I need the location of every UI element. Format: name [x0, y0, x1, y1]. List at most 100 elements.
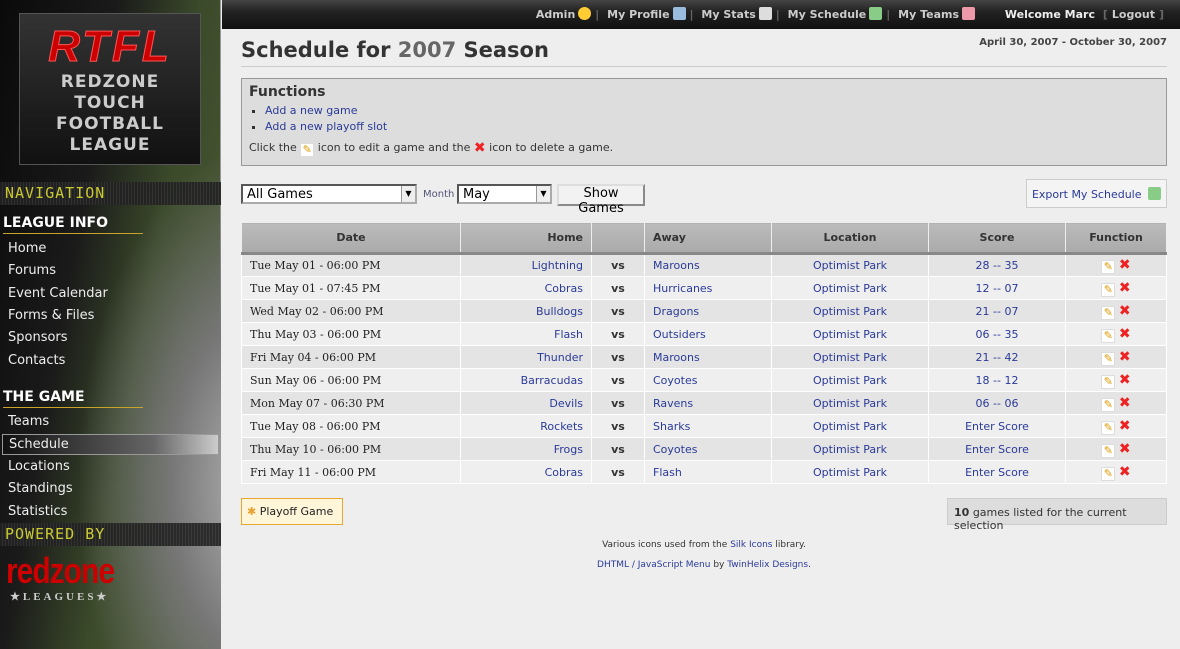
nav-schedule[interactable]: Schedule [2, 434, 219, 455]
add-playoff-slot-link[interactable]: Add a new playoff slot [265, 120, 388, 133]
away-team-link[interactable]: Sharks [644, 414, 772, 438]
dhtml-menu-link[interactable]: DHTML / JavaScript Menu [597, 560, 711, 570]
month-select[interactable]: May ▼ [457, 184, 552, 204]
playoff-game-button[interactable]: ✱ Playoff Game [241, 498, 343, 525]
home-team-link[interactable]: Frogs [460, 437, 592, 461]
edit-pencil-icon[interactable]: ✎ [1101, 351, 1116, 366]
logo-line: FOOTBALL [56, 114, 164, 134]
score-link[interactable]: Enter Score [928, 460, 1066, 484]
away-team-link[interactable]: Ravens [644, 391, 772, 415]
home-team-link[interactable]: Cobras [460, 460, 592, 484]
location-link[interactable]: Optimist Park [771, 299, 929, 323]
location-link[interactable]: Optimist Park [771, 460, 929, 484]
my-profile-link[interactable]: My Profile [607, 8, 670, 21]
games-filter-select[interactable]: All Games ▼ [241, 184, 417, 204]
delete-icon[interactable]: ✖ [1118, 257, 1131, 273]
month-label: Month [423, 189, 455, 200]
edit-pencil-icon[interactable]: ✎ [1101, 282, 1116, 297]
my-stats-link[interactable]: My Stats [701, 8, 756, 21]
silk-icons-link[interactable]: Silk Icons [730, 540, 773, 550]
location-link[interactable]: Optimist Park [771, 276, 929, 300]
score-link[interactable]: Enter Score [928, 437, 1066, 461]
league-logo[interactable]: RTFL REDZONE TOUCH FOOTBALL LEAGUE [19, 13, 201, 165]
home-team-link[interactable]: Devils [460, 391, 592, 415]
nav-contacts[interactable]: Contacts [8, 353, 66, 368]
admin-link[interactable]: Admin [535, 8, 576, 21]
redzone-logo[interactable]: redzone [6, 551, 115, 592]
delete-icon[interactable]: ✖ [1118, 371, 1131, 388]
delete-icon[interactable]: ✖ [1118, 325, 1131, 342]
away-team-link[interactable]: Hurricanes [644, 276, 772, 300]
twinhelix-link[interactable]: TwinHelix Designs [727, 560, 809, 570]
nav-statistics[interactable]: Statistics [8, 504, 68, 519]
away-team-link[interactable]: Coyotes [644, 368, 772, 392]
home-team-link[interactable]: Bulldogs [460, 299, 592, 323]
nav-forms-files[interactable]: Forms & Files [8, 308, 95, 323]
location-link[interactable]: Optimist Park [771, 345, 929, 369]
nav-sponsors[interactable]: Sponsors [8, 330, 68, 345]
col-home[interactable]: Home [460, 222, 592, 255]
show-games-button[interactable]: Show Games [557, 184, 645, 216]
location-link[interactable]: Optimist Park [771, 437, 929, 461]
edit-pencil-icon[interactable]: ✎ [1101, 397, 1116, 412]
home-team-link[interactable]: Thunder [460, 345, 592, 369]
col-date[interactable]: Date [241, 222, 461, 255]
score-link[interactable]: 28 -- 35 [928, 253, 1066, 277]
vs-label: vs [591, 391, 645, 415]
score-link[interactable]: 21 -- 42 [928, 345, 1066, 369]
delete-icon[interactable]: ✖ [1118, 394, 1131, 411]
away-team-link[interactable]: Dragons [644, 299, 772, 323]
score-link[interactable]: 21 -- 07 [928, 299, 1066, 323]
edit-pencil-icon[interactable]: ✎ [1101, 328, 1116, 343]
score-link[interactable]: Enter Score [928, 414, 1066, 438]
col-score[interactable]: Score [928, 222, 1066, 255]
location-link[interactable]: Optimist Park [771, 253, 929, 277]
away-team-link[interactable]: Flash [644, 460, 772, 484]
home-team-link[interactable]: Flash [460, 322, 592, 346]
score-link[interactable]: 12 -- 07 [928, 276, 1066, 300]
home-team-link[interactable]: Barracudas [460, 368, 592, 392]
score-link[interactable]: 06 -- 35 [928, 322, 1066, 346]
logout-link[interactable]: Logout [1111, 8, 1155, 21]
away-team-link[interactable]: Coyotes [644, 437, 772, 461]
col-away[interactable]: Away [644, 222, 772, 255]
nav-teams[interactable]: Teams [8, 414, 50, 429]
edit-pencil-icon[interactable]: ✎ [1101, 466, 1116, 481]
away-team-link[interactable]: Maroons [644, 345, 772, 369]
location-link[interactable]: Optimist Park [771, 414, 929, 438]
delete-icon[interactable]: ✖ [1118, 463, 1131, 480]
my-teams-link[interactable]: My Teams [898, 8, 960, 21]
nav-locations[interactable]: Locations [8, 459, 70, 474]
delete-icon[interactable]: ✖ [1118, 348, 1131, 365]
delete-icon[interactable]: ✖ [1118, 279, 1131, 296]
edit-pencil-icon[interactable]: ✎ [1101, 305, 1116, 320]
col-location[interactable]: Location [771, 222, 929, 255]
edit-pencil-icon[interactable]: ✎ [1101, 260, 1116, 274]
calendar-icon [869, 7, 883, 20]
edit-pencil-icon[interactable]: ✎ [1101, 420, 1116, 435]
location-link[interactable]: Optimist Park [771, 391, 929, 415]
my-schedule-link[interactable]: My Schedule [787, 8, 867, 21]
delete-icon[interactable]: ✖ [1118, 417, 1131, 434]
location-link[interactable]: Optimist Park [771, 322, 929, 346]
home-team-link[interactable]: Cobras [460, 276, 592, 300]
location-link[interactable]: Optimist Park [771, 368, 929, 392]
delete-icon[interactable]: ✖ [1118, 302, 1131, 319]
export-schedule-button[interactable]: Export My Schedule [1025, 179, 1167, 208]
score-link[interactable]: 18 -- 12 [928, 368, 1066, 392]
away-team-link[interactable]: Maroons [644, 253, 772, 277]
delete-icon[interactable]: ✖ [1118, 440, 1131, 457]
away-team-link[interactable]: Outsiders [644, 322, 772, 346]
vs-label: vs [591, 253, 645, 277]
nav-event-calendar[interactable]: Event Calendar [8, 286, 108, 301]
nav-standings[interactable]: Standings [8, 481, 73, 496]
edit-pencil-icon[interactable]: ✎ [1101, 374, 1116, 389]
home-team-link[interactable]: Lightning [460, 253, 592, 277]
add-game-link[interactable]: Add a new game [265, 104, 358, 117]
edit-pencil-icon[interactable]: ✎ [1101, 443, 1116, 458]
functions-panel: Functions Add a new game Add a new playo… [241, 78, 1167, 166]
nav-forums[interactable]: Forums [8, 263, 56, 278]
score-link[interactable]: 06 -- 06 [928, 391, 1066, 415]
home-team-link[interactable]: Rockets [460, 414, 592, 438]
nav-home[interactable]: Home [8, 241, 47, 256]
